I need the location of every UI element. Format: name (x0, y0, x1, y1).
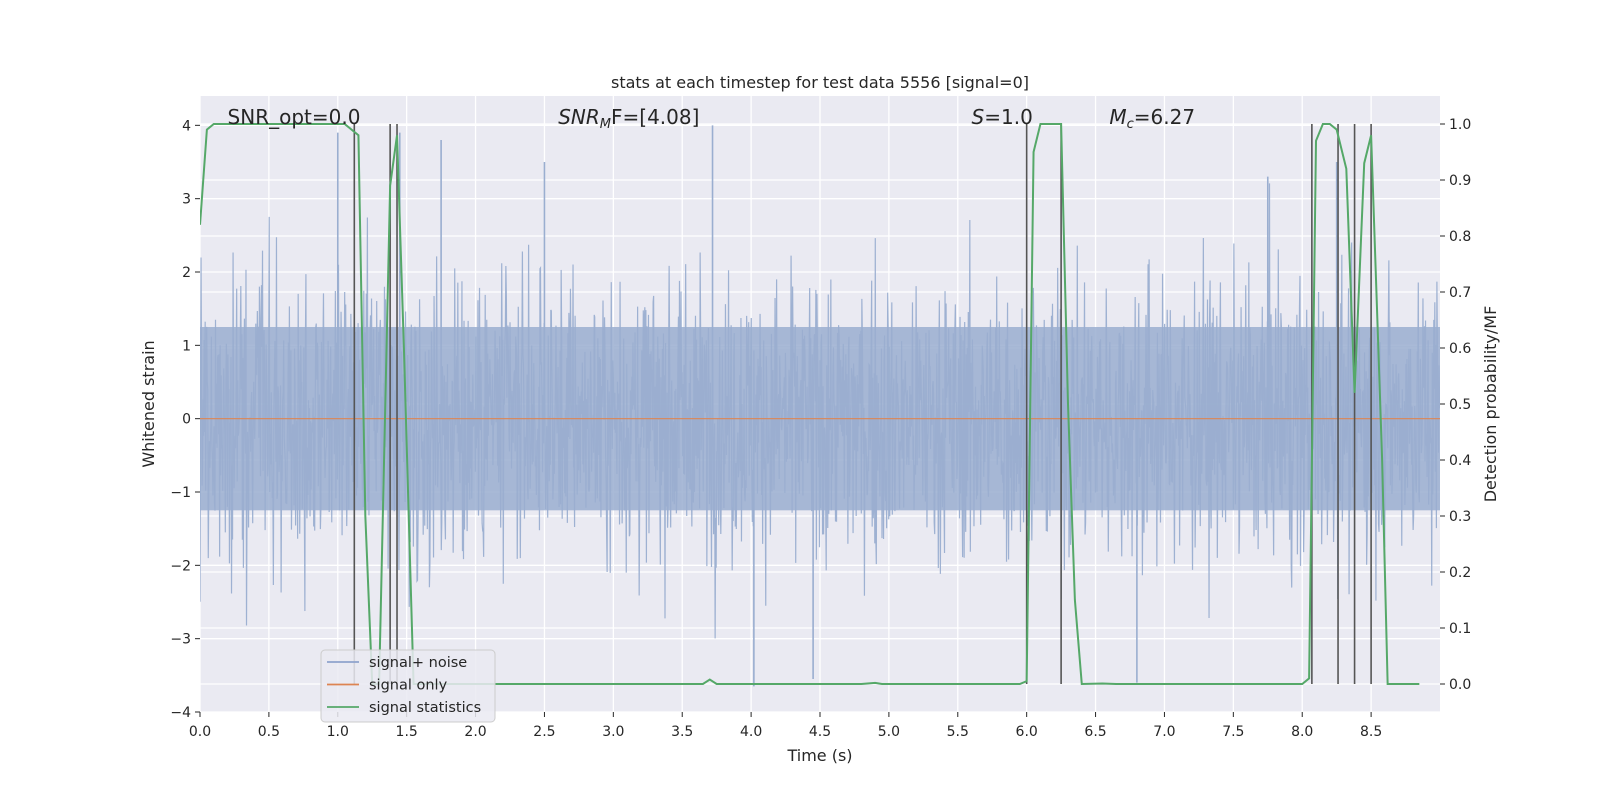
y-right-tick-label: 0.7 (1449, 285, 1471, 301)
y-right-tick-label: 0.2 (1449, 565, 1471, 581)
x-tick-label: 4.5 (809, 724, 831, 740)
y-tick-label: 1 (182, 338, 191, 354)
annotation-text: Mc=6.27 (1109, 105, 1195, 132)
y-tick-label: 3 (182, 192, 191, 208)
chart-title: stats at each timestep for test data 555… (611, 73, 1029, 92)
x-tick-label: 0.5 (258, 724, 280, 740)
legend-label: signal+ noise (369, 655, 467, 671)
x-tick-label: 6.5 (1084, 724, 1106, 740)
y-right-tick-label: 0.5 (1449, 397, 1471, 413)
y-axis-right-label: Detection probability/MF (1481, 306, 1500, 503)
x-tick-label: 7.5 (1222, 724, 1244, 740)
x-tick-label: 6.0 (1016, 724, 1038, 740)
x-tick-label: 3.5 (671, 724, 693, 740)
y-tick-label: −1 (170, 485, 191, 501)
y-tick-label: 4 (182, 118, 191, 134)
legend-box (320, 649, 496, 723)
annotation-text: SNRMF=[4.08] (558, 105, 699, 132)
y-tick-label: −3 (170, 632, 191, 648)
legend-label: signal only (369, 678, 448, 694)
y-right-tick-label: 0.6 (1449, 341, 1471, 357)
axes: 0.0 0.5 1.0 1.5 2.0 2.5 3.0 3.5 4.0 4.5 5.0 5.5 6.0 6… (170, 117, 1471, 740)
y-tick-label: −4 (170, 705, 191, 721)
y-right-tick-label: 0.0 (1449, 677, 1471, 693)
x-tick-label: 4.0 (740, 724, 762, 740)
y-right-tick-label: 1.0 (1449, 117, 1471, 133)
y-tick-label: 2 (182, 265, 191, 281)
x-tick-label: 1.5 (396, 724, 418, 740)
y-axis-label: Whitened strain (139, 340, 158, 467)
annotations: SNR_opt=0.0 SNRMF=[4.08] S=1.0 Mc=6.27 (228, 105, 1195, 132)
y-tick-label: −2 (170, 558, 191, 574)
x-tick-label: 2.0 (464, 724, 486, 740)
x-tick-label: 2.5 (533, 724, 555, 740)
x-tick-label: 0.0 (189, 724, 211, 740)
legend: signal+ noise signal only signal statistic… (320, 649, 496, 723)
x-tick-label: 8.0 (1291, 724, 1313, 740)
x-tick-label: 1.0 (327, 724, 349, 740)
x-axis-label: Time (s) (786, 746, 852, 765)
annotation-text: S=1.0 (972, 105, 1033, 129)
plot-content (200, 123, 1440, 687)
y-right-tick-label: 0.9 (1449, 173, 1471, 189)
y-right-tick-label: 0.1 (1449, 621, 1471, 637)
x-tick-label: 5.0 (878, 724, 900, 740)
x-tick-label: 5.5 (947, 724, 969, 740)
y-right-tick-label: 0.8 (1449, 229, 1471, 245)
x-tick-label: 7.0 (1153, 724, 1175, 740)
series-signal-statistics (200, 123, 1420, 686)
annotation-text: SNR_opt=0.0 (228, 105, 361, 129)
y-tick-label: 0 (182, 412, 191, 428)
y-right-tick-label: 0.3 (1449, 509, 1471, 525)
y-right-tick-label: 0.4 (1449, 453, 1471, 469)
legend-label: signal statistics (369, 700, 481, 716)
x-tick-label: 8.5 (1360, 724, 1382, 740)
x-tick-label: 3.0 (602, 724, 624, 740)
